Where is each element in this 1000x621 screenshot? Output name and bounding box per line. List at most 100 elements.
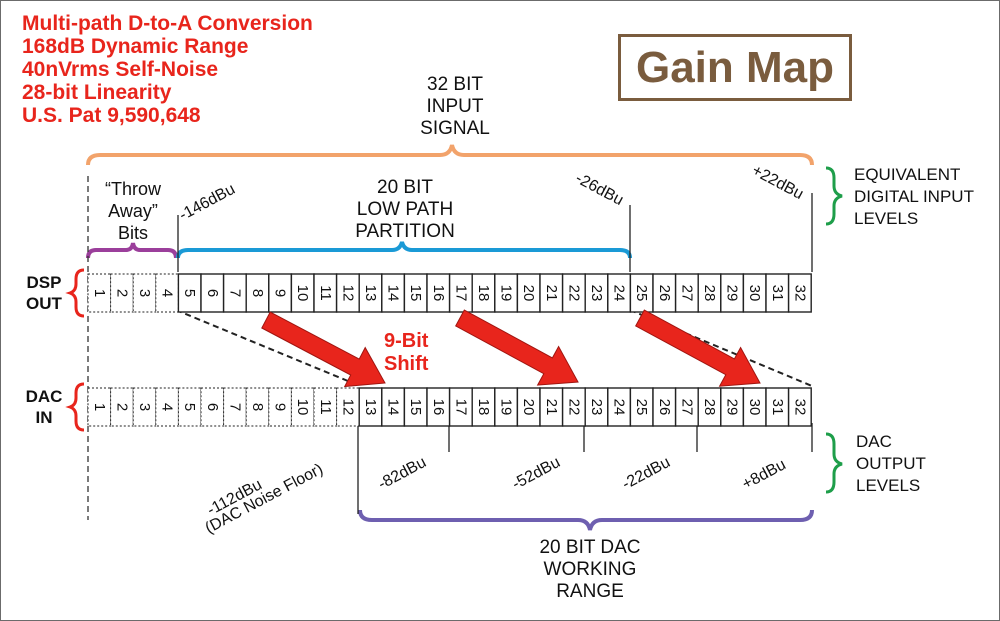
- dsp-out-bit-5: 5: [177, 273, 202, 313]
- dsp-out-bit-27: 27: [674, 273, 699, 313]
- shift-arrow-icon: [635, 309, 761, 387]
- dsp-out-label: DSP OUT: [26, 273, 62, 313]
- dac-in-bit-6: 6: [200, 387, 225, 427]
- dsp-out-bit-13: 13: [358, 273, 383, 313]
- dac-in-bit-label: 27: [678, 399, 695, 416]
- dac-in-bit-24: 24: [607, 387, 632, 427]
- spec-line-5: U.S. Pat 9,590,648: [22, 104, 201, 127]
- shift-arrow-icon: [455, 309, 579, 386]
- dac-in-bit-label: 9: [272, 403, 289, 411]
- dac-in-bit-26: 26: [652, 387, 677, 427]
- dsp-out-bit-label: 12: [339, 285, 356, 302]
- dsp-out-bit-15: 15: [403, 273, 428, 313]
- dsp-out-bit-label: 3: [136, 289, 153, 297]
- shift-arrow-icon: [261, 311, 386, 388]
- dac-in-bit-11: 11: [313, 387, 338, 427]
- dac-in-bit-label: 6: [204, 403, 221, 411]
- dsp-out-bit-11: 11: [313, 273, 338, 313]
- throw-away-brace: [86, 242, 178, 259]
- dac-in-bit-label: 7: [226, 403, 243, 411]
- page-title: Gain Map: [635, 42, 835, 92]
- equivalent-levels-label: EQUIVALENT DIGITAL INPUT LEVELS: [854, 165, 974, 228]
- dac-in-bit-label: 23: [588, 399, 605, 416]
- spec-line-2: 168dB Dynamic Range: [22, 35, 249, 58]
- dsp-out-bit-label: 17: [452, 285, 469, 302]
- dsp-out-bit-19: 19: [494, 273, 519, 313]
- dac-in-bit-label: 16: [430, 399, 447, 416]
- dac-in-bit-18: 18: [471, 387, 496, 427]
- dac-in-bit-label: 10: [294, 399, 311, 416]
- dsp-out-bit-label: 15: [407, 285, 424, 302]
- dsp-out-bit-32: 32: [787, 273, 812, 313]
- dsp-out-bit-label: 11: [317, 285, 334, 301]
- dac-in-bit-16: 16: [426, 387, 451, 427]
- dsp-out-bit-22: 22: [561, 273, 586, 313]
- input-signal-label: 32 BIT INPUT SIGNAL: [420, 74, 490, 139]
- dac-in-bit-14: 14: [381, 387, 406, 427]
- dac-in-bit-28: 28: [697, 387, 722, 427]
- dac-in-bit-12: 12: [336, 387, 360, 427]
- dsp-out-bit-23: 23: [584, 273, 609, 313]
- dac-in-bit-27: 27: [674, 387, 699, 427]
- dac-output-levels-label: DAC OUTPUT LEVELS: [856, 432, 926, 495]
- dac-in-bit-label: 11: [317, 399, 334, 415]
- dac-in-bit-label: 25: [633, 399, 650, 416]
- dac-in-bit-label: 14: [385, 399, 402, 416]
- dsp-out-bit-28: 28: [697, 273, 722, 313]
- dsp-out-bit-31: 31: [765, 273, 790, 313]
- dsp-out-bit-10: 10: [290, 273, 315, 313]
- dac-range-brace: [358, 509, 814, 531]
- dac-in-bit-8: 8: [245, 387, 270, 427]
- dac-in-bit-9: 9: [268, 387, 292, 427]
- dac-in-bit-22: 22: [561, 387, 586, 427]
- dac-in-bit-25: 25: [629, 387, 654, 427]
- dsp-out-bit-label: 10: [294, 285, 311, 302]
- dac-in-bit-5: 5: [177, 387, 202, 427]
- dsp-out-bit-label: 30: [746, 285, 763, 302]
- dsp-out-bit-label: 2: [113, 289, 130, 297]
- dsp-out-bit-label: 21: [543, 285, 560, 302]
- dac-in-label: DAC IN: [25, 387, 63, 427]
- dac-in-bit-label: 1: [91, 403, 108, 411]
- dsp-out-bit-row: 1 2 3 4 5 6 7 8 9 10 11 12 13 14 15 16 17 18 19 20 21 22 23 24 2…: [87, 273, 812, 313]
- dac-in-bit-label: 15: [407, 399, 424, 416]
- dsp-out-bit-label: 9: [272, 289, 289, 297]
- dac-in-bit-21: 21: [539, 387, 564, 427]
- dac-in-bit-10: 10: [290, 387, 315, 427]
- spec-line-4: 28-bit Linearity: [22, 81, 172, 104]
- dsp-out-bit-label: 13: [362, 285, 379, 302]
- low-path-brace: [176, 241, 632, 259]
- dsp-out-bit-label: 14: [385, 285, 402, 302]
- dac-in-bit-32: 32: [787, 387, 812, 427]
- dac-in-bit-4: 4: [155, 387, 179, 427]
- dsp-out-bit-label: 20: [520, 285, 537, 302]
- throw-away-label: “Throw Away” Bits: [104, 179, 161, 243]
- dsp-out-bit-9: 9: [268, 273, 293, 313]
- dac-output-levels-brace: [825, 432, 843, 494]
- dac-in-bit-30: 30: [742, 387, 767, 427]
- shift-dashed-line-left: [175, 309, 361, 387]
- dsp-out-bit-label: 8: [249, 289, 266, 297]
- dac-in-row-brace: [65, 382, 85, 432]
- dsp-out-bit-1: 1: [87, 273, 112, 313]
- dac-in-bit-2: 2: [110, 387, 134, 427]
- dsp-out-bit-6: 6: [200, 273, 225, 313]
- dsp-out-bit-label: 1: [91, 289, 108, 297]
- dsp-out-row-brace: [65, 268, 85, 318]
- dac-in-bit-31: 31: [765, 387, 790, 427]
- dac-in-bit-15: 15: [403, 387, 428, 427]
- dac-in-bit-label: 30: [746, 399, 763, 416]
- low-path-label: 20 BIT LOW PATH PARTITION: [355, 177, 455, 242]
- dsp-out-bit-label: 32: [791, 285, 808, 302]
- equivalent-levels-brace: [825, 166, 843, 226]
- dsp-out-bit-label: 5: [181, 289, 198, 297]
- dsp-out-bit-20: 20: [516, 273, 541, 313]
- dsp-out-bit-14: 14: [381, 273, 406, 313]
- dac-in-bit-29: 29: [720, 387, 745, 427]
- shift-arrows: [261, 309, 761, 388]
- dac-in-bit-7: 7: [223, 387, 247, 427]
- dac-in-bit-17: 17: [448, 387, 473, 427]
- dsp-out-bit-label: 31: [769, 285, 786, 302]
- dac-in-bit-row: 1 2 3 4 5 6 7 8 9 10 11 12 13 14 15 16 17 18 19 20 21 22 23 24 2…: [87, 387, 812, 427]
- dac-in-bit-label: 17: [452, 399, 469, 416]
